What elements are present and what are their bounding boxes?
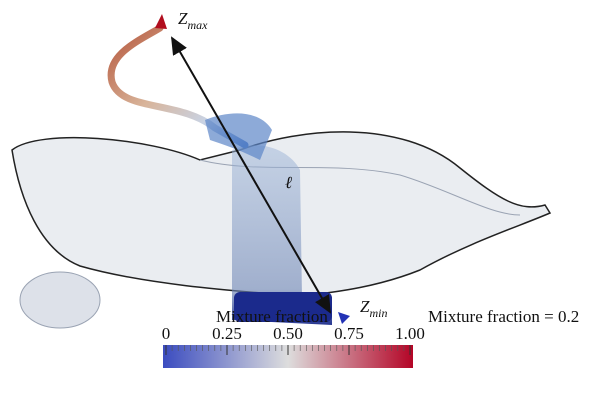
z-min-label: Zmin (360, 297, 387, 320)
figure: Zmax Zmin ℓ Mixture fraction = 0.2 Mixtu… (0, 0, 615, 398)
subscript: min (369, 306, 387, 320)
colorbar-tick-label: 0 (162, 324, 171, 343)
length-label: ℓ (285, 173, 292, 192)
colorbar-tick-label: 0.50 (273, 324, 303, 343)
z-max-label: Zmax (178, 9, 208, 32)
scene (12, 14, 550, 328)
subscript: max (187, 18, 208, 32)
isosurface-lobe (20, 272, 100, 328)
z-min-marker (338, 312, 350, 324)
colorbar-tick-label: 0.75 (334, 324, 364, 343)
z-max-marker (155, 14, 167, 29)
colorbar-tick-label: 1.00 (395, 324, 425, 343)
colorbar-tick-label: 0.25 (212, 324, 242, 343)
colorbar: 0 0.25 0.50 0.75 1.00 (162, 324, 425, 368)
isosurface-label: Mixture fraction = 0.2 (428, 307, 579, 326)
